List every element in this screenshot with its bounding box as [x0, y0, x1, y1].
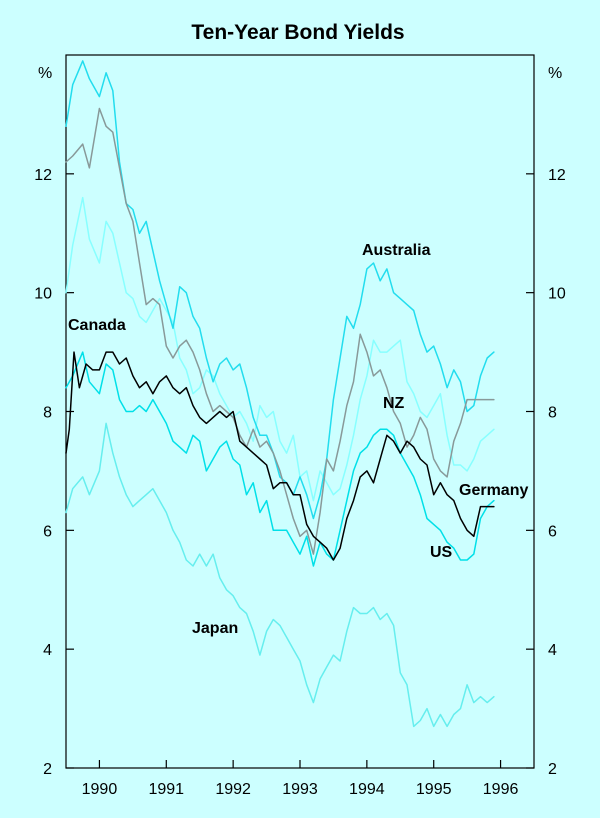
- y-tick-label-left: 8: [43, 405, 52, 422]
- x-tick-label: 1990: [82, 781, 118, 798]
- y-tick-label-right: 10: [548, 286, 566, 303]
- series-label-canada: Canada: [68, 317, 126, 334]
- y-tick-label-right: 12: [548, 167, 566, 184]
- series-label-australia: Australia: [362, 242, 431, 259]
- series-line-nz: [65, 107, 495, 555]
- series-lines: [65, 60, 495, 728]
- y-tick-label-right: 8: [548, 405, 557, 422]
- y-tick-label-left: 4: [43, 642, 52, 659]
- right-axis-unit-label: %: [548, 65, 562, 82]
- y-tick-label-left: 2: [43, 761, 52, 778]
- x-tick-label: 1992: [215, 781, 251, 798]
- x-tick-label: 1996: [483, 781, 519, 798]
- y-tick-label-right: 6: [548, 523, 557, 540]
- x-tick-label: 1991: [148, 781, 184, 798]
- y-tick-label-right: 2: [548, 761, 557, 778]
- chart-axes: 2 2 4 4 6 6 8 8 10 10 12 12 1990 1991 1992 1993 1994 1995…: [34, 54, 566, 798]
- series-line-germany: [65, 196, 495, 502]
- series-label-japan: Japan: [192, 620, 238, 637]
- y-tick-label-left: 12: [34, 167, 52, 184]
- series-line-australia: [65, 60, 495, 520]
- left-axis-unit-label: %: [38, 65, 52, 82]
- series-label-nz: NZ: [383, 395, 405, 412]
- y-tick-label-right: 4: [548, 642, 557, 659]
- y-tick-label-left: 10: [34, 286, 52, 303]
- series-line-canada: [65, 351, 495, 561]
- series-label-germany: Germany: [459, 482, 528, 499]
- x-tick-label: 1994: [349, 781, 385, 798]
- x-tick-label: 1993: [282, 781, 318, 798]
- series-line-us: [65, 351, 495, 567]
- y-tick-label-left: 6: [43, 523, 52, 540]
- x-tick-label: 1995: [416, 781, 452, 798]
- series-labels: Australia NZ Canada Germany US Japan: [68, 242, 528, 637]
- series-label-us: US: [430, 544, 453, 561]
- series-line-japan: [65, 422, 495, 728]
- chart-title: Ten-Year Bond Yields: [191, 21, 404, 44]
